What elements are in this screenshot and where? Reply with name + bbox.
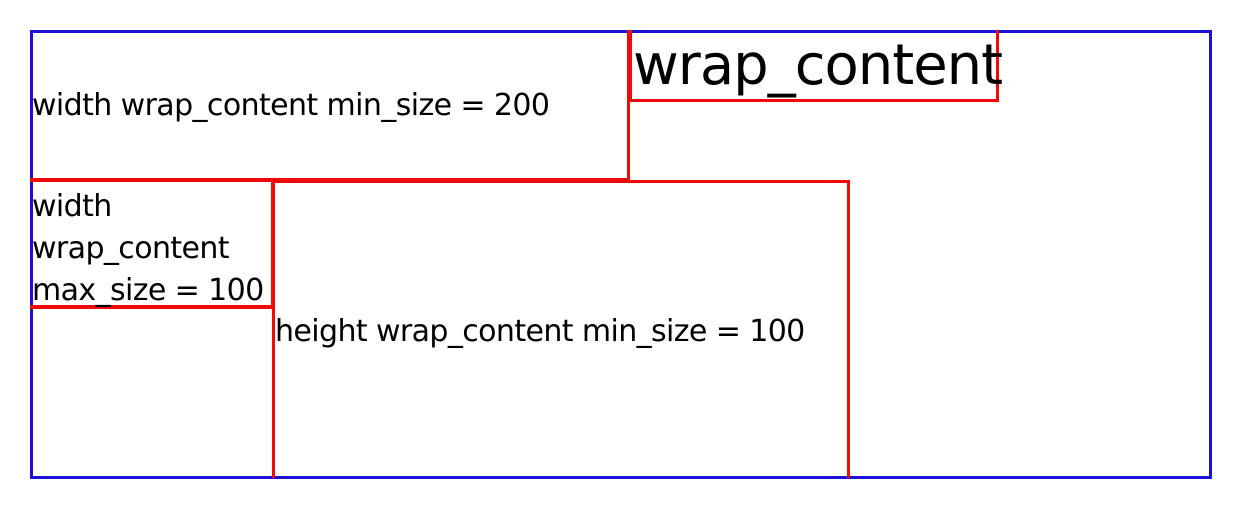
- width-max-size-line: max_size = 100: [32, 273, 264, 308]
- width-max-size-label: width wrap_content max_size = 100: [32, 186, 264, 312]
- width-max-size-box: width wrap_content max_size = 100: [30, 178, 275, 309]
- height-min-size-box: height wrap_content min_size = 100: [272, 180, 850, 478]
- wrap-content-box: wrap_content: [629, 30, 1003, 102]
- height-min-size-label: height wrap_content min_size = 100: [275, 314, 805, 349]
- width-min-size-box: width wrap_content min_size = 200: [30, 30, 630, 181]
- wrap-content-label: wrap_content: [633, 33, 1003, 98]
- container-frame: [30, 30, 1212, 479]
- width-min-size-label: width wrap_content min_size = 200: [32, 88, 550, 123]
- width-max-size-line: width: [32, 189, 112, 224]
- width-max-size-line: wrap_content: [32, 231, 230, 266]
